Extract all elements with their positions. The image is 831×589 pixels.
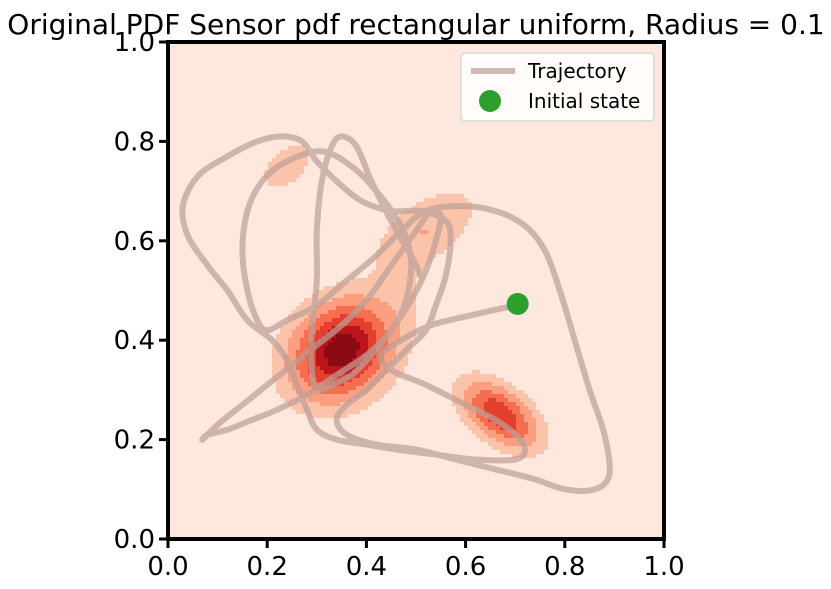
legend: Trajectory Initial state [460,52,655,122]
trajectory-line [179,133,613,494]
x-axis: 0.0 0.2 0.4 0.6 0.8 1.0 [147,539,685,582]
trajectory-series [179,133,613,494]
x-tick-label: 1.0 [643,552,684,582]
x-tick-label: 0.6 [445,552,486,582]
y-tick-label: 0.4 [114,326,155,356]
x-tick-label: 0.2 [247,552,288,582]
legend-initial-state-swatch [479,90,501,112]
legend-label: Trajectory [527,59,627,83]
y-tick-label: 0.0 [114,525,155,555]
y-tick-label: 0.6 [114,227,155,257]
plot-frame [166,40,666,541]
y-tick-label: 1.0 [114,28,155,58]
x-tick-label: 0.4 [346,552,387,582]
chart-title: Original PDF Sensor pdf rectangular unif… [7,8,824,41]
density-level-6 [324,334,360,366]
initial-state-series [506,292,529,315]
y-tick-label: 0.8 [114,127,155,157]
x-tick-label: 0.0 [147,552,188,582]
legend-label: Initial state [528,89,640,113]
x-tick-label: 0.8 [544,552,585,582]
y-axis: 0.0 0.2 0.4 0.6 0.8 1.0 [114,28,168,555]
initial-state-point [506,292,529,315]
y-tick-label: 0.2 [114,426,155,456]
